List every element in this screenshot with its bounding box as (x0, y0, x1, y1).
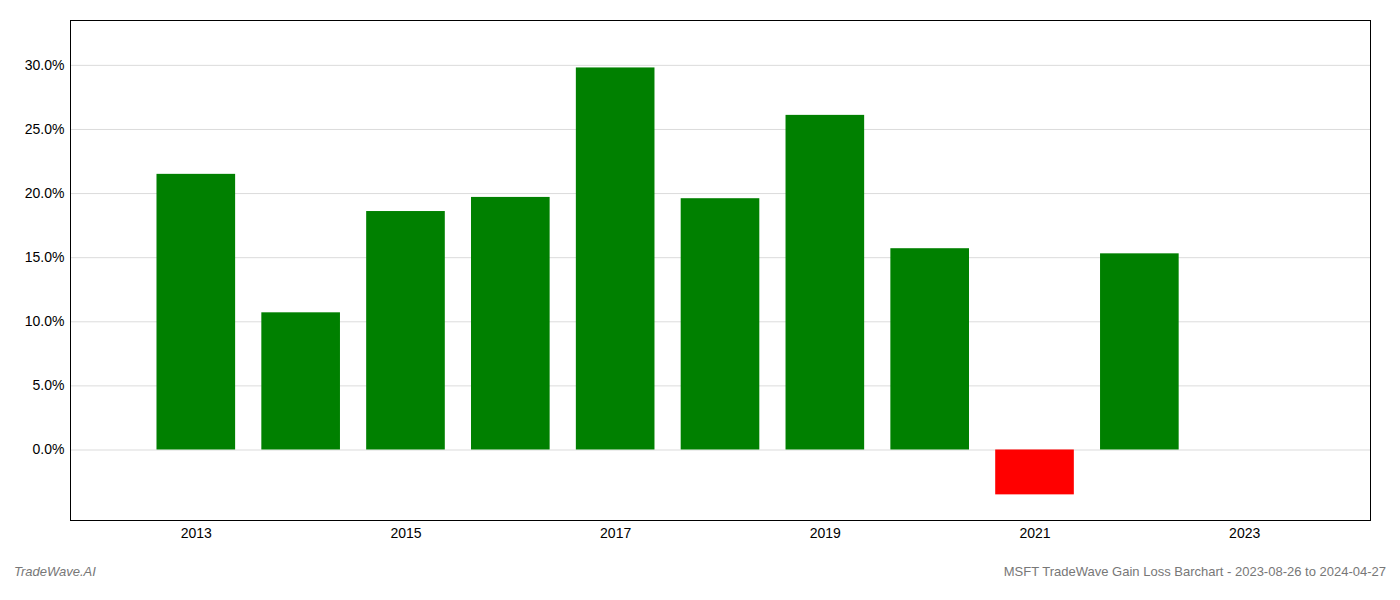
svg-text:2023: 2023 (1229, 525, 1260, 541)
svg-text:2019: 2019 (810, 525, 841, 541)
svg-text:15.0%: 15.0% (25, 249, 65, 265)
svg-text:5.0%: 5.0% (33, 377, 65, 393)
svg-text:2021: 2021 (1019, 525, 1050, 541)
svg-text:2015: 2015 (390, 525, 421, 541)
svg-text:0.0%: 0.0% (33, 441, 65, 457)
svg-text:25.0%: 25.0% (25, 121, 65, 137)
svg-text:10.0%: 10.0% (25, 313, 65, 329)
svg-text:30.0%: 30.0% (25, 57, 65, 73)
svg-text:2017: 2017 (600, 525, 631, 541)
svg-text:2013: 2013 (181, 525, 212, 541)
html-text:MSFT TradeWave Gain Loss Barch: MSFT TradeWave Gain Loss Barchart - 2023… (1003, 564, 1386, 579)
html-text:TradeWave.AI: TradeWave.AI (14, 564, 96, 579)
svg-text:20.0%: 20.0% (25, 185, 65, 201)
